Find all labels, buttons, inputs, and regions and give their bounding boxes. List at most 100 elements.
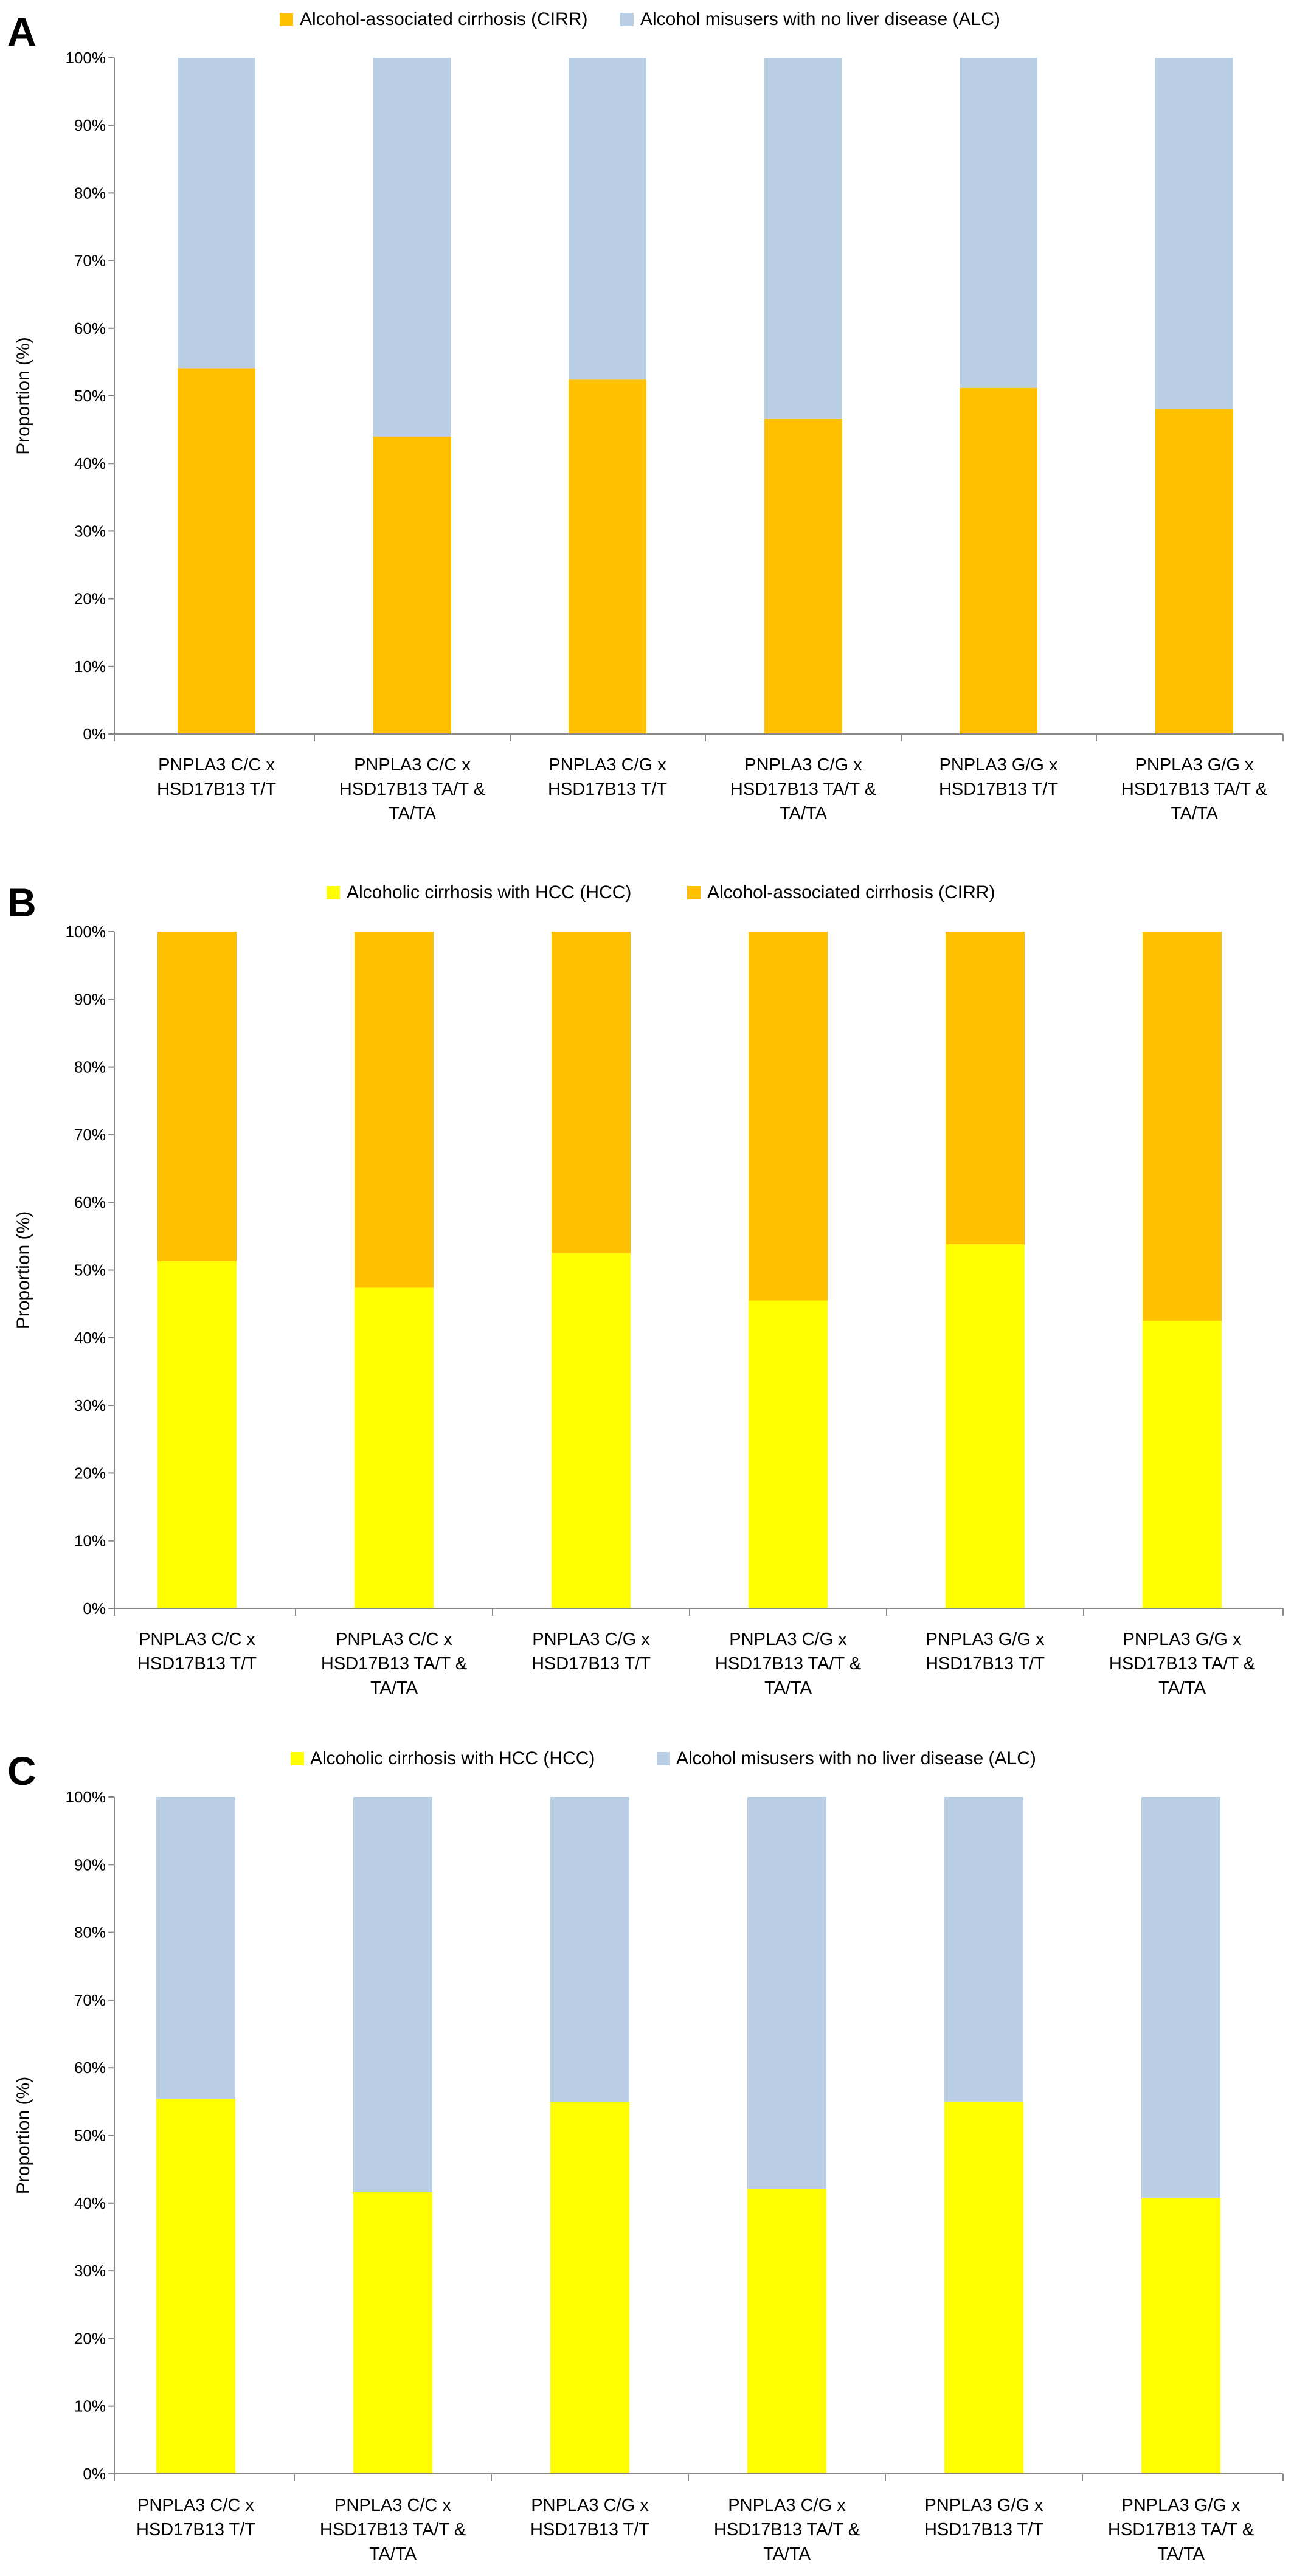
legend-swatch — [291, 1752, 304, 1765]
x-category-label-line: HSD17B13 T/T — [924, 2520, 1043, 2540]
x-category-label-line: HSD17B13 TA/T & — [1121, 780, 1267, 799]
legend-swatch — [657, 1752, 670, 1765]
bar-upper — [552, 932, 631, 1253]
bar-upper — [157, 932, 237, 1262]
legend-swatch — [327, 886, 340, 899]
bar-lower — [552, 1253, 631, 1608]
bar-lower — [156, 2099, 235, 2474]
y-tick-label: 40% — [74, 454, 106, 473]
bar-upper — [1155, 58, 1233, 409]
x-category-label-line: PNPLA3 G/G x — [939, 755, 1058, 775]
x-category-label-line: PNPLA3 C/G x — [548, 755, 666, 775]
bar-lower — [1155, 409, 1233, 734]
panel-label: B — [7, 880, 36, 925]
bar-lower — [1143, 1320, 1222, 1608]
x-category-label: PNPLA3 C/G x HSD17B13 T/T — [530, 2496, 649, 2540]
bar-lower — [1141, 2197, 1220, 2474]
x-category-label: PNPLA3 C/G x HSD17B13 TA/T & TA/TA — [715, 1630, 861, 1698]
x-category-label: PNPLA3 C/C x HSD17B13 TA/T & TA/TA — [321, 1630, 467, 1698]
bar-lower — [946, 1244, 1025, 1608]
x-category-label: PNPLA3 C/C x HSD17B13 T/T — [157, 755, 276, 799]
y-tick-label: 0% — [83, 2465, 106, 2483]
x-category-label-line: PNPLA3 C/G x — [728, 2496, 846, 2515]
bar-lower — [749, 1300, 828, 1608]
y-tick-label: 70% — [74, 252, 106, 270]
bar-lower — [944, 2101, 1023, 2474]
bar-upper — [764, 58, 842, 419]
y-tick-label: 60% — [74, 319, 106, 338]
bar-upper — [946, 932, 1025, 1245]
chart-panel-c: C Alcoholic cirrhosis with HCC (HCC) Alcoh… — [7, 1748, 1284, 2564]
bar-upper — [156, 1797, 235, 2099]
x-category-label-line: HSD17B13 TA/T & — [321, 1654, 467, 1674]
x-category-label-line: PNPLA3 C/C x — [158, 755, 275, 775]
y-tick-label: 0% — [83, 725, 106, 743]
y-tick-label: 100% — [66, 49, 106, 67]
bar-upper — [1141, 1797, 1220, 2198]
y-axis-title: Proportion (%) — [13, 337, 33, 454]
x-category-label: PNPLA3 G/G x HSD17B13 TA/T & TA/TA — [1108, 2496, 1254, 2564]
bar-upper — [373, 58, 451, 437]
y-tick-label: 50% — [74, 2127, 106, 2145]
x-category-label-line: PNPLA3 C/C x — [137, 2496, 254, 2515]
x-category-label-line: HSD17B13 TA/T & — [320, 2520, 466, 2540]
bar-lower — [747, 2189, 826, 2474]
y-tick-label: 30% — [74, 2262, 106, 2280]
y-tick-label: 100% — [66, 923, 106, 941]
x-category-label-line: TA/TA — [369, 2544, 417, 2564]
legend-label: Alcohol-associated cirrhosis (CIRR) — [707, 882, 995, 902]
bar-lower — [960, 387, 1037, 734]
x-category-label: PNPLA3 C/G x HSD17B13 TA/T & TA/TA — [714, 2496, 860, 2564]
y-tick-label: 80% — [74, 1058, 106, 1076]
y-tick-label: 20% — [74, 1464, 106, 1482]
legend-label: Alcohol misusers with no liver disease (… — [676, 1748, 1036, 1768]
x-category-label: PNPLA3 C/C x HSD17B13 TA/T & TA/TA — [339, 755, 485, 823]
x-category-label-line: TA/TA — [389, 804, 437, 823]
bar-upper — [960, 58, 1037, 388]
x-category-label-line: HSD17B13 T/T — [137, 1654, 257, 1674]
y-tick-label: 80% — [74, 184, 106, 202]
legend-label: Alcohol misusers with no liver disease (… — [640, 9, 1000, 29]
y-tick-label: 10% — [74, 657, 106, 676]
y-tick-label: 40% — [74, 2194, 106, 2212]
x-category-label: PNPLA3 G/G x HSD17B13 T/T — [939, 755, 1058, 799]
y-tick-label: 50% — [74, 1261, 106, 1279]
x-category-label-line: HSD17B13 TA/T & — [730, 780, 876, 799]
bar-upper — [1143, 932, 1222, 1321]
x-category-label-line: PNPLA3 C/C x — [139, 1630, 255, 1649]
x-category-label-line: HSD17B13 T/T — [531, 1654, 651, 1674]
y-tick-label: 30% — [74, 1396, 106, 1414]
bar-lower — [764, 418, 842, 734]
y-axis-title: Proportion (%) — [13, 1211, 33, 1329]
x-category-label: PNPLA3 C/G x HSD17B13 TA/T & TA/TA — [730, 755, 876, 823]
bar-lower — [373, 436, 451, 734]
chart-panel-a: A Alcohol-associated cirrhosis (CIRR) Alco… — [7, 9, 1284, 823]
bar-upper — [944, 1797, 1023, 2102]
bar-upper — [353, 1797, 432, 2192]
y-tick-label: 40% — [74, 1329, 106, 1347]
x-category-label-line: HSD17B13 TA/T & — [1109, 1654, 1255, 1674]
x-category-label: PNPLA3 C/G x HSD17B13 T/T — [531, 1630, 651, 1674]
y-tick-label: 70% — [74, 1991, 106, 2009]
bar-upper — [178, 58, 255, 369]
y-tick-label: 90% — [74, 1855, 106, 1874]
y-tick-label: 100% — [66, 1788, 106, 1806]
legend-label: Alcohol-associated cirrhosis (CIRR) — [300, 9, 587, 29]
x-category-label-line: PNPLA3 C/C x — [334, 2496, 451, 2515]
panel-label: A — [7, 9, 36, 54]
x-category-label-line: PNPLA3 C/G x — [531, 2496, 649, 2515]
x-category-label-line: TA/TA — [763, 2544, 811, 2564]
x-category-label-line: PNPLA3 C/G x — [744, 755, 862, 775]
x-category-label: PNPLA3 G/G x HSD17B13 TA/T & TA/TA — [1121, 755, 1267, 823]
x-category-label-line: PNPLA3 G/G x — [924, 2496, 1043, 2515]
x-category-label: PNPLA3 G/G x HSD17B13 TA/T & TA/TA — [1109, 1630, 1255, 1698]
bar-lower — [550, 2102, 629, 2474]
x-category-label: PNPLA3 C/C x HSD17B13 T/T — [136, 2496, 255, 2540]
bar-lower — [353, 2192, 432, 2474]
y-axis-title: Proportion (%) — [13, 2077, 33, 2194]
legend-swatch — [620, 13, 634, 26]
y-tick-label: 30% — [74, 522, 106, 540]
x-category-label-line: TA/TA — [780, 804, 828, 823]
bar-upper — [749, 932, 828, 1301]
legend-label: Alcoholic cirrhosis with HCC (HCC) — [310, 1748, 595, 1768]
